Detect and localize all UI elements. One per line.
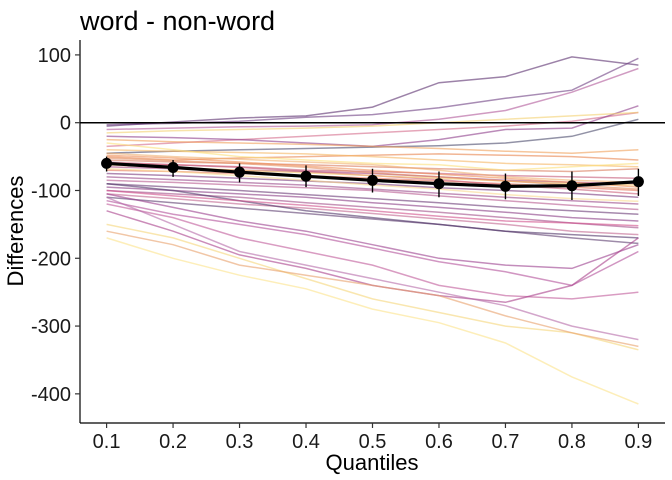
participant-line-24 xyxy=(106,182,639,239)
y-tick-label: -100 xyxy=(31,180,71,202)
participant-line-10 xyxy=(106,159,639,173)
mean-point-3 xyxy=(234,166,246,178)
x-tick-label: 0.3 xyxy=(226,431,254,453)
participant-line-30 xyxy=(106,223,639,351)
mean-point-7 xyxy=(499,180,511,192)
participant-line-29 xyxy=(106,196,639,341)
participant-line-23 xyxy=(106,196,639,245)
mean-point-8 xyxy=(566,180,578,192)
participant-line-35 xyxy=(106,152,639,184)
chart-title: word - non-word xyxy=(79,6,275,36)
participant-line-20 xyxy=(106,186,639,222)
y-tick-label: 0 xyxy=(60,113,71,135)
x-tick-label: 0.9 xyxy=(625,431,653,453)
mean-point-5 xyxy=(367,174,378,186)
x-tick-label: 0.8 xyxy=(558,431,586,453)
participant-line-3 xyxy=(106,67,639,131)
x-tick-label: 0.2 xyxy=(159,431,187,453)
participant-line-31 xyxy=(106,237,639,405)
x-ticks: 0.1 0.2 0.3 0.4 0.5 0.6 0.7 0.8 0.9 xyxy=(93,423,653,453)
y-tick-label: 100 xyxy=(38,45,71,67)
participant-line-38 xyxy=(106,111,639,134)
y-axis-title: Differences xyxy=(3,176,28,287)
mean-point-4 xyxy=(300,170,312,182)
y-ticks: 100 0 -100 -200 -300 -400 xyxy=(31,45,80,406)
x-tick-label: 0.5 xyxy=(359,431,387,453)
mean-point-9 xyxy=(632,176,644,188)
participant-line-21 xyxy=(106,189,639,229)
x-axis-title: Quantiles xyxy=(326,450,419,475)
participant-line-33 xyxy=(106,142,639,171)
participant-line-27 xyxy=(106,203,639,300)
mean-point-2 xyxy=(167,161,179,173)
y-tick-label: -400 xyxy=(31,384,71,406)
mean-point-1 xyxy=(101,157,113,169)
mean-point-6 xyxy=(433,178,445,190)
participant-line-25 xyxy=(106,193,639,270)
mean-points xyxy=(101,157,644,192)
participant-line-1 xyxy=(106,56,639,127)
x-tick-label: 0.1 xyxy=(93,431,121,453)
x-tick-label: 0.4 xyxy=(292,431,320,453)
participant-line-32 xyxy=(106,230,639,348)
participant-line-39 xyxy=(106,189,639,227)
x-tick-label: 0.7 xyxy=(492,431,520,453)
participant-line-7 xyxy=(106,138,639,154)
participant-line-22 xyxy=(106,193,639,236)
participant-line-19 xyxy=(106,182,639,215)
participant-line-26 xyxy=(106,199,639,287)
y-tick-label: -300 xyxy=(31,316,71,338)
x-tick-label: 0.6 xyxy=(425,431,453,453)
y-tick-label: -200 xyxy=(31,248,71,270)
